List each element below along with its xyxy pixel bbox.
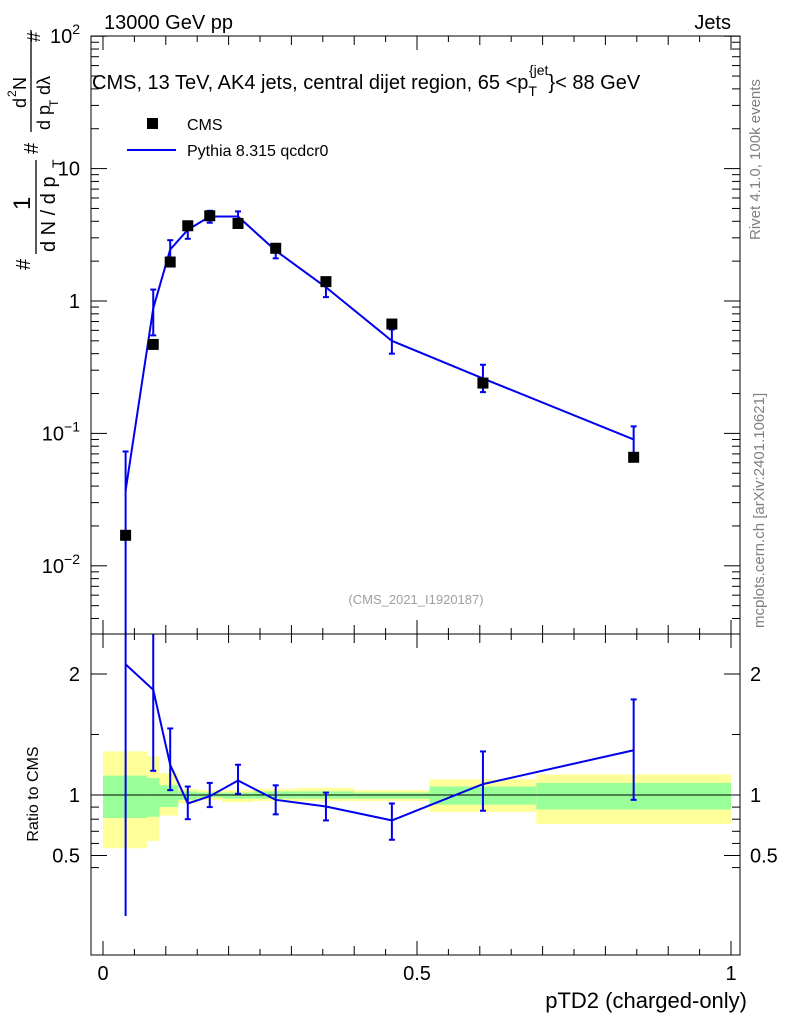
mcplots-label: mcplots.cern.ch [arXiv:2401.10621] <box>751 393 768 628</box>
y-tick-label: 10−2 <box>42 551 80 578</box>
legend-data-label: CMS <box>187 117 223 134</box>
axes: 0 0.5 1 10−2 10−1 1 10 102 2 2 1 1 0.5 0.5 <box>42 21 778 985</box>
main-series <box>120 209 640 634</box>
main-title: CMS, 13 TeV, AK4 jets, central dijet reg… <box>92 62 641 99</box>
y-tick-label: 10 <box>58 159 80 181</box>
svg-text:d: d <box>10 98 30 108</box>
svg-text:#: # <box>13 258 35 270</box>
data-point <box>204 210 216 222</box>
y-tick-label: 1 <box>69 291 80 313</box>
analysis-id: (CMS_2021_I1920187) <box>348 592 483 607</box>
svg-text:T: T <box>47 99 61 107</box>
x-axis-label: pTD2 (charged-only) <box>545 988 747 1013</box>
data-point <box>120 529 132 541</box>
ratio-y-tick-label: 1 <box>69 785 80 807</box>
svg-text:N: N <box>10 77 30 90</box>
svg-text:#: # <box>24 32 44 42</box>
ratio-panel-frame <box>90 633 741 956</box>
data-point <box>182 220 194 232</box>
svg-text:#: # <box>21 142 43 154</box>
ratio-y-tick-label-right: 0.5 <box>750 846 778 868</box>
ratio-series <box>124 634 637 916</box>
svg-text:d p: d p <box>34 105 54 130</box>
data-point <box>147 338 159 350</box>
y-tick-label: 10−1 <box>42 418 80 445</box>
x-tick-label: 0 <box>97 963 108 985</box>
ratio-y-tick-label: 0.5 <box>52 846 80 868</box>
data-point <box>386 318 398 330</box>
ratio-y-tick-label: 2 <box>69 664 80 686</box>
rivet-version-label: Rivet 4.1.0, 100k events <box>747 79 764 240</box>
header-category-label: Jets <box>694 12 731 34</box>
svg-text:2: 2 <box>5 90 19 97</box>
data-point <box>477 377 489 389</box>
ratio-y-axis-label: Ratio to CMS <box>25 746 42 841</box>
x-tick-label: 0.5 <box>403 963 431 985</box>
ratio-uncertainty-bands <box>91 751 740 849</box>
data-point <box>270 242 282 254</box>
svg-text:dλ: dλ <box>34 76 54 95</box>
svg-text:T: T <box>49 159 65 168</box>
legend-mc-label: Pythia 8.315 qcdcr0 <box>187 143 329 160</box>
ratio-band-inner <box>146 778 160 817</box>
svg-text:1: 1 <box>9 197 36 210</box>
x-tick-label: 1 <box>725 963 736 985</box>
legend-data-marker <box>147 118 158 129</box>
ratio-band-inner <box>159 785 179 808</box>
data-point <box>320 276 332 288</box>
main-y-axis-label: # 1 d N / d p T # d 2 N d p T dλ # <box>5 30 65 270</box>
header-energy-label: 13000 GeV pp <box>104 12 233 34</box>
data-point <box>628 451 640 463</box>
ratio-y-tick-label-right: 2 <box>750 664 761 686</box>
ratio-band-inner <box>222 792 254 799</box>
ratio-y-tick-label-right: 1 <box>750 785 761 807</box>
mc-curve <box>124 215 635 491</box>
data-point <box>232 217 244 229</box>
svg-text:d N / d p: d N / d p <box>38 176 60 252</box>
ratio-band-inner <box>354 792 430 799</box>
y-tick-label: 102 <box>50 21 80 48</box>
data-point <box>164 256 176 268</box>
